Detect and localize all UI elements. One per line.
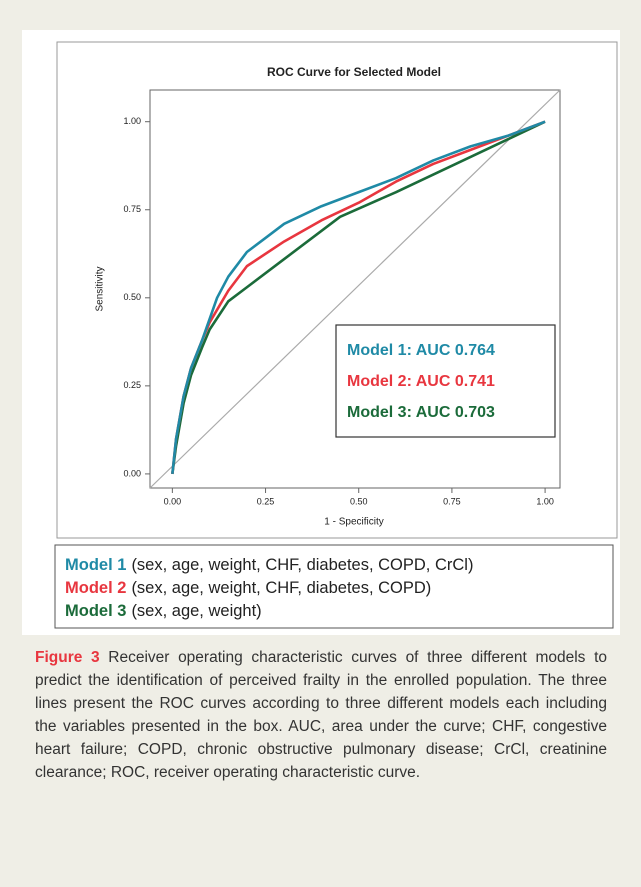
model-line: Model 3 (sex, age, weight) bbox=[65, 602, 262, 620]
model-name: Model 2 bbox=[65, 579, 126, 597]
model-list: Model 1 (sex, age, weight, CHF, diabetes,… bbox=[65, 556, 473, 620]
y-tick-label: 0.75 bbox=[123, 204, 141, 214]
caption-text: Receiver operating characteristic curves… bbox=[35, 649, 607, 781]
legend-entry: Model 2: AUC 0.741 bbox=[347, 373, 495, 390]
caption: Figure 3 Receiver operating characterist… bbox=[35, 646, 607, 784]
y-axis-label: Sensitivity bbox=[95, 266, 106, 311]
y-tick-label: 0.50 bbox=[123, 292, 141, 302]
x-tick-label: 0.75 bbox=[443, 496, 461, 506]
legend-entry: Model 3: AUC 0.703 bbox=[347, 404, 495, 421]
caption-label: Figure 3 bbox=[35, 649, 100, 666]
reference-diagonal bbox=[149, 89, 561, 489]
x-tick-label: 1.00 bbox=[536, 496, 554, 506]
y-tick-label: 0.00 bbox=[123, 468, 141, 478]
x-axis-label: 1 - Specificity bbox=[324, 517, 383, 528]
legend-box bbox=[335, 324, 556, 438]
model-variables: (sex, age, weight, CHF, diabetes, COPD) bbox=[131, 579, 431, 597]
model-box bbox=[54, 544, 614, 629]
roc-line bbox=[171, 120, 546, 475]
legend-entry: Model 1: AUC 0.764 bbox=[347, 342, 495, 359]
x-tick-label: 0.50 bbox=[350, 496, 368, 506]
figure: ROC Curve for Selected Model 1 - Specifi… bbox=[22, 30, 620, 635]
model-variables: (sex, age, weight, CHF, diabetes, COPD, … bbox=[131, 556, 473, 574]
model-line: Model 2 (sex, age, weight, CHF, diabetes,… bbox=[65, 579, 431, 597]
model-name: Model 3 bbox=[65, 602, 126, 620]
model-line: Model 1 (sex, age, weight, CHF, diabetes,… bbox=[65, 556, 473, 574]
y-tick-label: 1.00 bbox=[123, 116, 141, 126]
model-name: Model 1 bbox=[65, 556, 126, 574]
x-tick-label: 0.25 bbox=[257, 496, 275, 506]
model-variables: (sex, age, weight) bbox=[131, 602, 261, 620]
y-tick-label: 0.25 bbox=[123, 380, 141, 390]
chart-title: ROC Curve for Selected Model bbox=[267, 65, 441, 79]
roc-line bbox=[171, 120, 546, 475]
x-tick-label: 0.00 bbox=[164, 496, 182, 506]
plot: 0.00 0.25 0.50 0.75 1.00 0.00 0.25 0.50 0.75 1.00… bbox=[123, 89, 561, 506]
